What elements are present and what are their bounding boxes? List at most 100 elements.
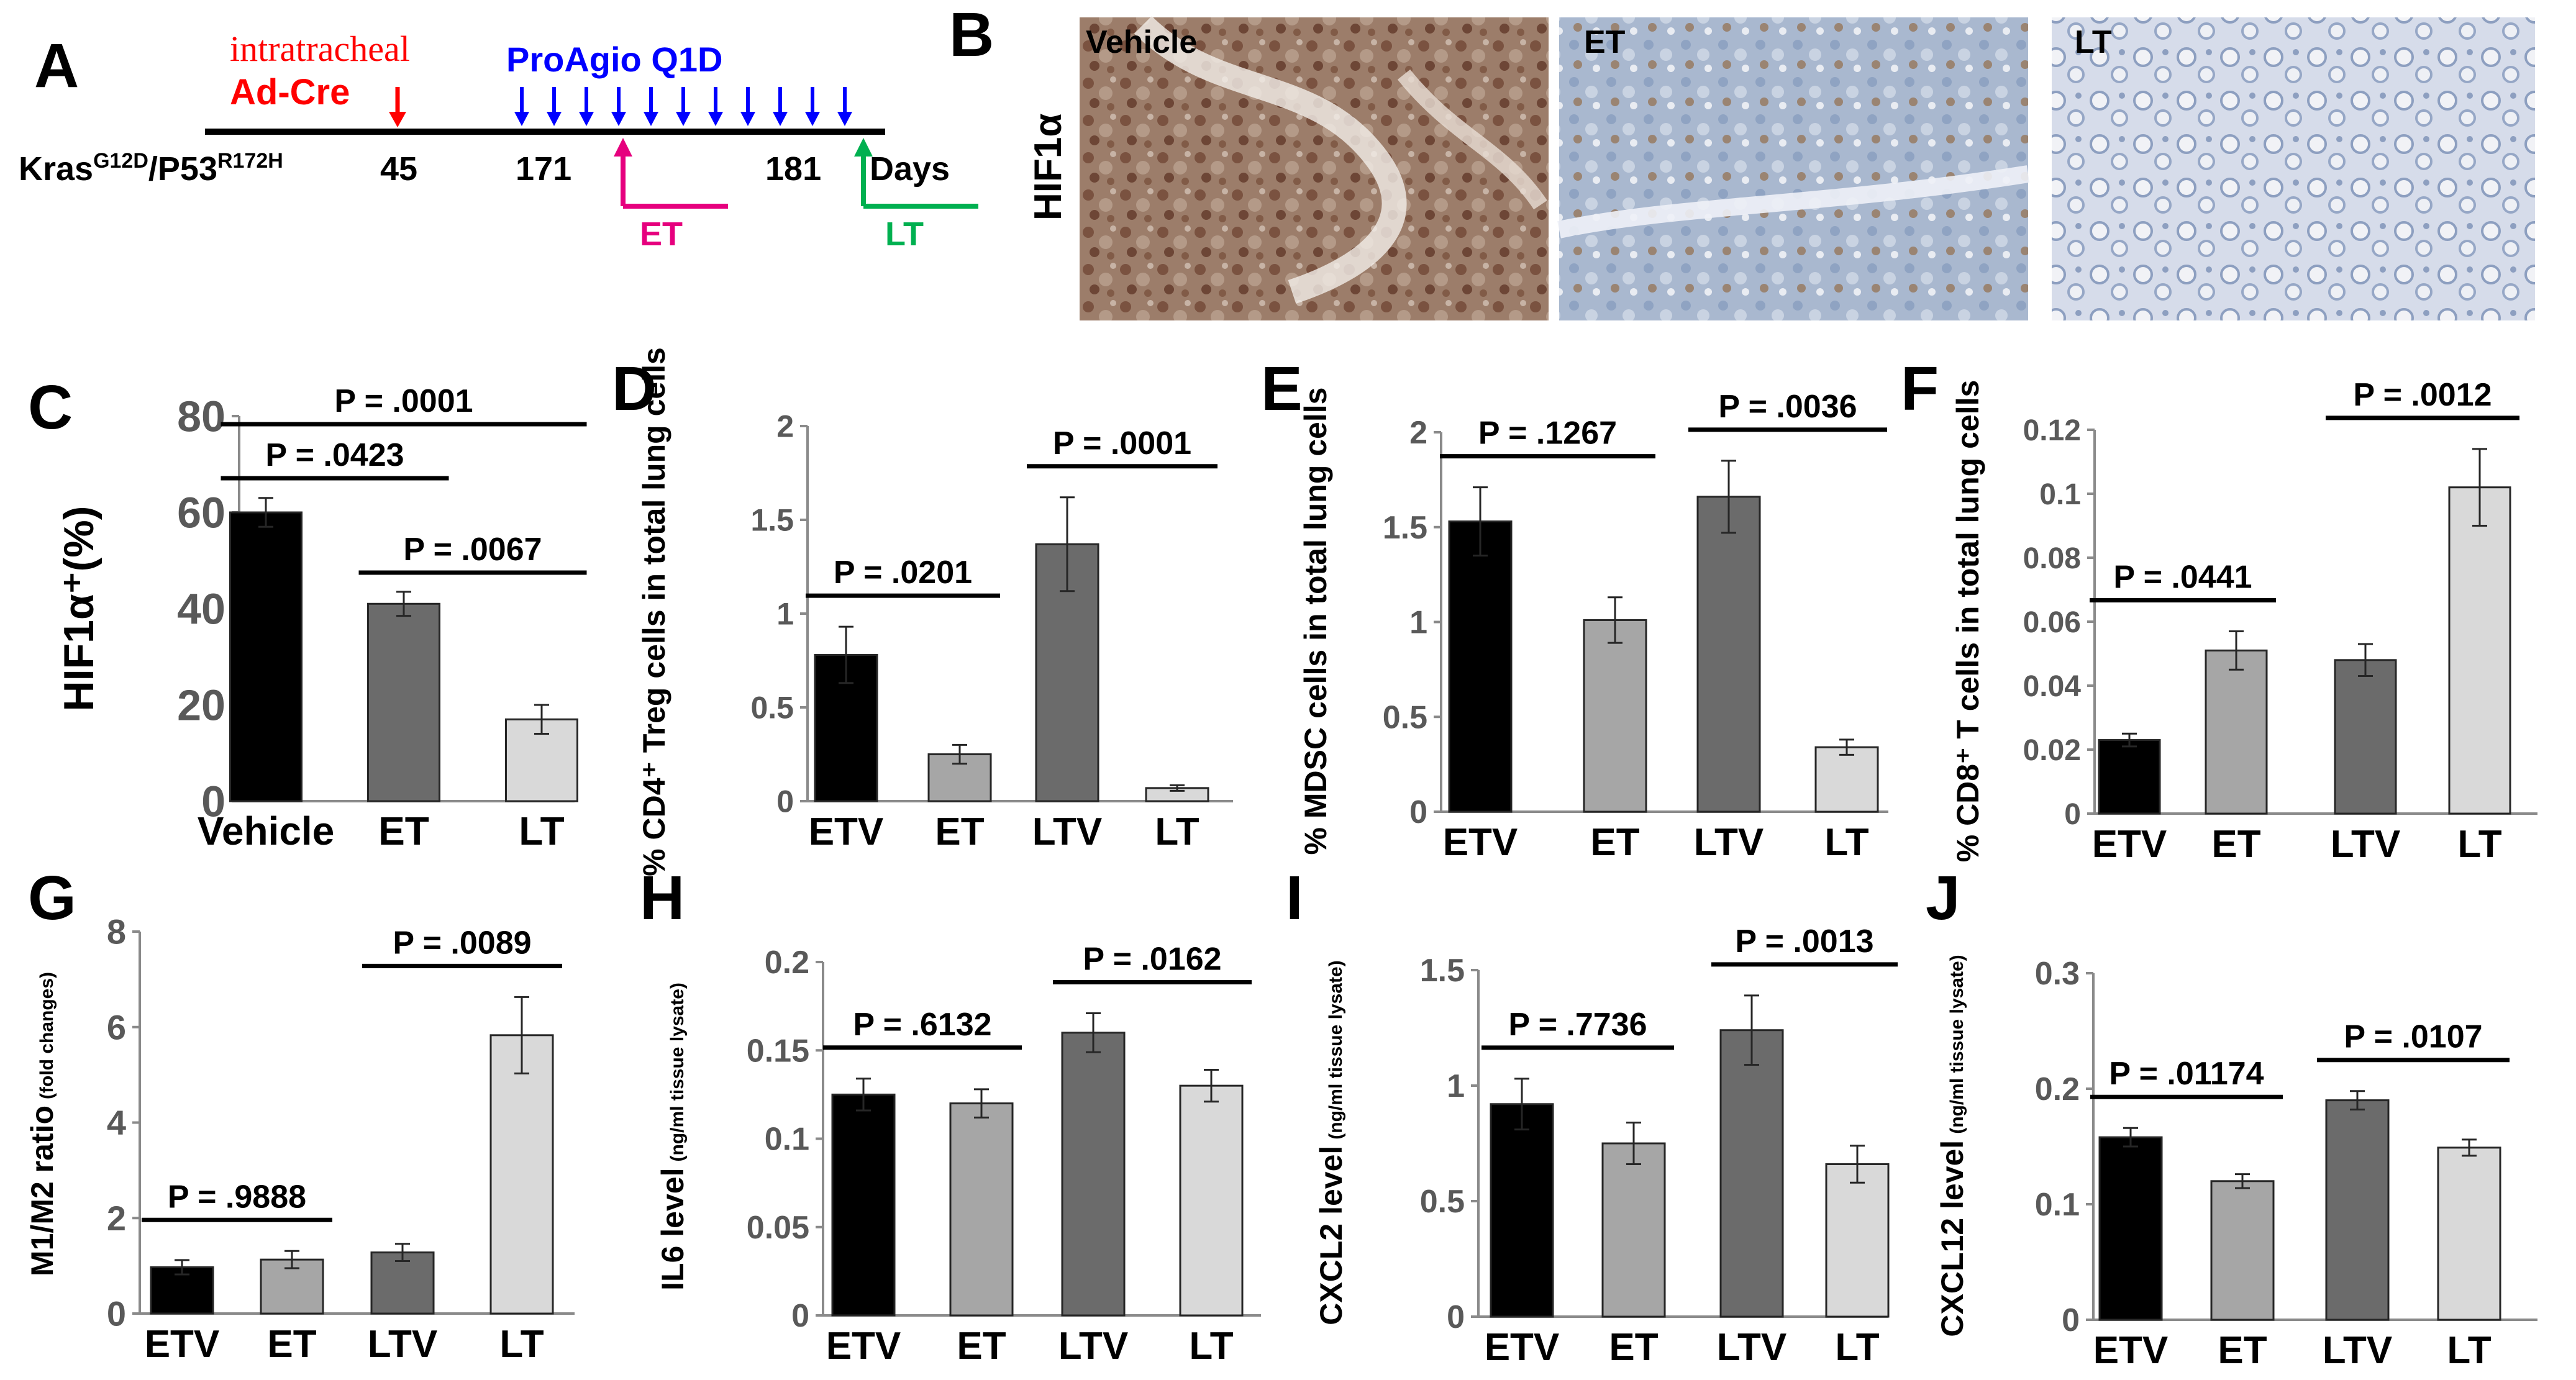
p-value-label: P = .0423 xyxy=(265,437,404,473)
p-value-label: P = .6132 xyxy=(853,1007,991,1043)
panel-j: J 0 0.1 0.2 0.3 ETV ET LTV LT P = .01174 P = .010… xyxy=(1926,863,2537,1372)
y-tick-label: 0 xyxy=(1447,1299,1465,1335)
proagio-arrows xyxy=(514,87,852,126)
y-tick-label: 0.1 xyxy=(765,1122,809,1158)
y-axis-label: % CD4⁺ Treg cells in total lung cells xyxy=(637,347,671,876)
panel-label-a: A xyxy=(34,31,79,101)
x-tick-label: ET xyxy=(267,1323,316,1366)
days-label: Days xyxy=(870,150,950,188)
histology-image-et xyxy=(1557,17,2030,320)
bar-ltv xyxy=(1061,1032,1126,1317)
y-tick-label: 1.5 xyxy=(1383,510,1427,546)
y-tick-label: 2 xyxy=(1409,415,1427,451)
panel-label-f: F xyxy=(1901,354,1939,424)
y-tick-label: 0 xyxy=(107,1294,126,1333)
day-181: 181 xyxy=(765,150,821,188)
panel-b: B HIF1α Vehicle ET LT xyxy=(949,0,2535,320)
x-tick-label: ETV xyxy=(1485,1326,1560,1369)
y-axis-label: % MDSC cells in total lung cells xyxy=(1298,388,1333,855)
bar-ltv xyxy=(370,1251,435,1315)
p-value-label: P = .0201 xyxy=(834,555,972,591)
x-tick-label: ETV xyxy=(826,1325,901,1368)
chart-i: 0 0.5 1 1.5 ETV ET LTV LT P = .7736 P = .0013 CXCL… xyxy=(1314,924,1898,1369)
y-tick-label: 0.04 xyxy=(2023,670,2082,703)
bar-etv xyxy=(1490,1103,1554,1318)
x-tick-label: ET xyxy=(935,810,984,853)
x-tick-label: LTV xyxy=(1058,1325,1129,1368)
x-tick-label: LTV xyxy=(2323,1329,2393,1372)
panel-g: G 0 2 4 6 8 ETV ET LTV LT P = .9888 P = .0089 M1/M2… xyxy=(25,863,575,1366)
y-tick-label: 2 xyxy=(776,409,794,444)
proagio-arrow-head xyxy=(514,112,529,126)
panel-label-d: D xyxy=(612,354,657,424)
bar-et xyxy=(1601,1142,1666,1318)
panel-label-j: J xyxy=(1926,863,1960,933)
x-tick-label: LTV xyxy=(1717,1326,1787,1369)
bar-et xyxy=(1583,619,1647,813)
y-tick-label: 8 xyxy=(107,912,126,951)
y-tick-label: 0.12 xyxy=(2023,414,2081,447)
p-value-label: P = .0089 xyxy=(393,925,531,961)
x-tick-label: LT xyxy=(1824,821,1868,864)
x-tick-label: LT xyxy=(1835,1326,1879,1369)
bar-lt xyxy=(1179,1084,1244,1317)
bar-etv xyxy=(2098,1136,2163,1321)
p-value-label: P = .0441 xyxy=(2113,559,2252,595)
p-value-label: P = .0107 xyxy=(2344,1019,2482,1055)
histology-image-lt xyxy=(2052,17,2535,320)
y-tick-label: 0.15 xyxy=(747,1033,809,1069)
panel-a: A intratracheal Ad-Cre ProAgio Q1D KrasG… xyxy=(19,29,978,253)
y-tick-label: 0.05 xyxy=(747,1210,809,1246)
histology-label-lt: LT xyxy=(2075,24,2112,60)
panel-f: F 0 0.02 0.04 0.06 0.08 0.1 0.12 ETV ET LTV LT P = … xyxy=(1901,354,2537,866)
y-tick-label: 0.5 xyxy=(1383,699,1427,735)
chart-e: 0 0.5 1 1.5 2 ETV ET LTV LT P = .1267 P = .0036 % M… xyxy=(1298,388,1888,864)
x-tick-label: LT xyxy=(2457,823,2501,866)
p-value-label: P = .0001 xyxy=(334,383,473,419)
panel-label-b: B xyxy=(949,0,994,70)
x-tick-label: LTV xyxy=(1694,821,1764,864)
x-tick-label: ETV xyxy=(2093,1329,2169,1372)
panel-label-i: I xyxy=(1286,863,1303,933)
bar-ltv xyxy=(1696,496,1761,813)
x-tick-label: ETV xyxy=(2092,823,2167,866)
proagio-arrow-head xyxy=(740,112,755,126)
x-tick-label: ET xyxy=(2211,823,2260,866)
chart-j: 0 0.1 0.2 0.3 ETV ET LTV LT P = .01174 P = .0107 C… xyxy=(1935,955,2537,1372)
panel-h: H 0 0.05 0.1 0.15 0.2 ETV ET LTV LT P = .6132 P = … xyxy=(640,863,1261,1368)
proagio-arrow-head xyxy=(611,112,626,126)
x-tick-label: LT xyxy=(1189,1325,1233,1368)
y-tick-label: 0.2 xyxy=(765,945,809,981)
proagio-label: ProAgio Q1D xyxy=(506,40,722,79)
histology-label-vehicle: Vehicle xyxy=(1086,24,1197,60)
bar-lt xyxy=(2448,486,2511,815)
panel-label-e: E xyxy=(1261,354,1303,424)
p-value-label: P = .0001 xyxy=(1053,425,1191,461)
x-tick-label: ETV xyxy=(145,1323,220,1366)
y-tick-label: 0.1 xyxy=(2039,478,2081,511)
panel-label-h: H xyxy=(640,863,685,933)
y-tick-label: 0.06 xyxy=(2023,606,2081,639)
chart-d: 0 0.5 1 1.5 2 ETV ET LTV LT P = .0201 P = .0001 % C… xyxy=(637,347,1233,876)
y-tick-label: 0.5 xyxy=(750,691,794,725)
y-tick-label: 4 xyxy=(107,1103,126,1142)
et-bracket xyxy=(614,138,728,209)
bar-etv xyxy=(2098,739,2161,815)
hif1a-label: HIF1α xyxy=(1027,114,1070,220)
bar-et xyxy=(2205,649,2268,815)
y-tick-label: 0.2 xyxy=(2035,1071,2080,1107)
proagio-arrow-head xyxy=(708,112,723,126)
y-tick-label: 0 xyxy=(201,778,225,826)
x-tick-label: ET xyxy=(1609,1326,1658,1369)
y-tick-label: 0 xyxy=(2062,1302,2080,1338)
x-tick-label: LTV xyxy=(1032,810,1103,853)
chart-h: 0 0.05 0.1 0.15 0.2 ETV ET LTV LT P = .6132 P = .0… xyxy=(655,942,1261,1368)
day-171: 171 xyxy=(516,150,571,188)
histology-label-et: ET xyxy=(1584,24,1626,60)
x-tick-label: ET xyxy=(378,809,429,853)
y-tick-label: 0 xyxy=(1409,794,1427,830)
p-value-label: P = .0162 xyxy=(1083,942,1221,978)
adcre-label: Ad-Cre xyxy=(230,72,350,112)
x-tick-label: LT xyxy=(499,1323,544,1366)
